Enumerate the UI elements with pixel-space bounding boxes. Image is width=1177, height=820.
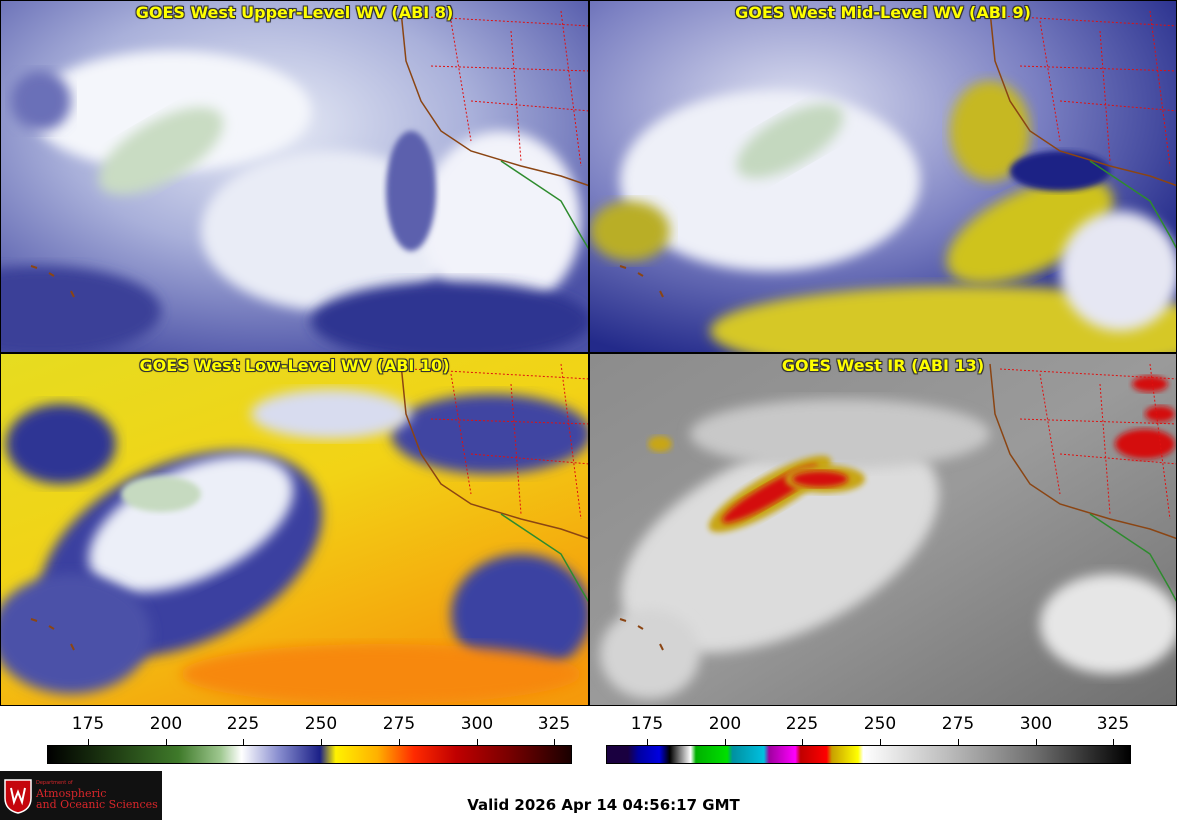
upper-level-wv-panel: GOES West Upper-Level WV (ABI 8) bbox=[0, 0, 589, 353]
wv-tick-mark bbox=[321, 739, 322, 745]
ir-tick-mark bbox=[1113, 739, 1114, 745]
wv-tick-label: 175 bbox=[71, 714, 105, 734]
low-level-wv-panel: GOES West Low-Level WV (ABI 10) bbox=[0, 353, 589, 706]
mid-level-wv-title: GOES West Mid-Level WV (ABI 9) bbox=[735, 3, 1031, 22]
logo-line1: Atmospheric bbox=[36, 787, 107, 800]
ir-title: GOES West IR (ABI 13) bbox=[781, 356, 985, 375]
wv-tick-label: 250 bbox=[304, 714, 338, 734]
ir-tick-label: 300 bbox=[1019, 714, 1053, 734]
ir-tick-label: 175 bbox=[630, 714, 664, 734]
logo-dept: Department of bbox=[36, 780, 73, 786]
wv-colorbar: 175 200 225 250 275 300 325 bbox=[0, 706, 589, 766]
uw-crest-icon bbox=[4, 778, 32, 814]
ir-tick-mark bbox=[802, 739, 803, 745]
ir-tick-mark bbox=[1036, 739, 1037, 745]
wv-tick-mark bbox=[477, 739, 478, 745]
upper-level-wv-image bbox=[1, 1, 588, 352]
wv-colorbar-gradient bbox=[47, 745, 572, 764]
wv-tick-mark bbox=[88, 739, 89, 745]
wv-tick-mark bbox=[243, 739, 244, 745]
upper-level-wv-title: GOES West Upper-Level WV (ABI 8) bbox=[135, 3, 454, 22]
ir-tick-label: 200 bbox=[708, 714, 742, 734]
wv-tick-label: 325 bbox=[537, 714, 571, 734]
wv-tick-mark bbox=[399, 739, 400, 745]
logo-line2: and Oceanic Sciences bbox=[36, 798, 158, 811]
wv-tick-mark bbox=[554, 739, 555, 745]
valid-time: Valid 2026 Apr 14 04:56:17 GMT bbox=[467, 796, 740, 814]
ir-panel: GOES West IR (ABI 13) bbox=[589, 353, 1177, 706]
low-level-wv-image bbox=[1, 354, 588, 705]
wv-tick-label: 225 bbox=[226, 714, 260, 734]
wv-tick-label: 275 bbox=[382, 714, 416, 734]
low-level-wv-title: GOES West Low-Level WV (ABI 10) bbox=[139, 356, 450, 375]
ir-image bbox=[590, 354, 1176, 705]
logo-text: Department of Atmospheric and Oceanic Sc… bbox=[36, 780, 158, 811]
ir-tick-mark bbox=[958, 739, 959, 745]
ir-tick-label: 275 bbox=[941, 714, 975, 734]
ir-colorbar-gradient bbox=[606, 745, 1131, 764]
ir-tick-mark bbox=[647, 739, 648, 745]
ir-tick-label: 225 bbox=[785, 714, 819, 734]
mid-level-wv-panel: GOES West Mid-Level WV (ABI 9) bbox=[589, 0, 1177, 353]
ir-tick-mark bbox=[725, 739, 726, 745]
wv-tick-label: 200 bbox=[149, 714, 183, 734]
mid-level-wv-image bbox=[590, 1, 1176, 352]
ir-tick-mark bbox=[880, 739, 881, 745]
ir-tick-label: 250 bbox=[863, 714, 897, 734]
ir-tick-label: 325 bbox=[1096, 714, 1130, 734]
aos-logo[interactable]: Department of Atmospheric and Oceanic Sc… bbox=[0, 771, 162, 820]
wv-tick-label: 300 bbox=[460, 714, 494, 734]
wv-tick-mark bbox=[166, 739, 167, 745]
ir-colorbar: 175 200 225 250 275 300 325 bbox=[589, 706, 1177, 766]
